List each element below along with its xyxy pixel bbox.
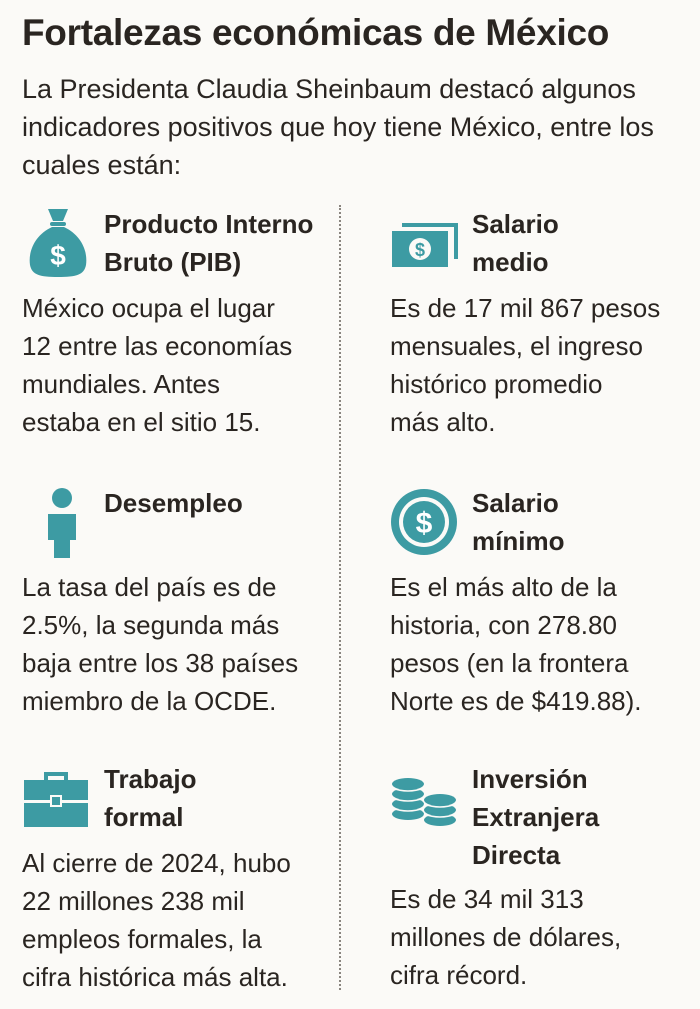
indicator-heading: Trabajo formal — [104, 764, 197, 832]
indicator-description: México ocupa el lugar 12 entre las econo… — [22, 293, 293, 437]
indicator-salario-minimo: $ Salario mínimo Es el más alto de la hi… — [390, 484, 690, 724]
banknote-icon: $ — [392, 223, 458, 267]
dollar-coin-icon: $ — [391, 489, 457, 555]
indicator-salario-medio: $ Salario medio Es de 17 mil 867 pesos m… — [390, 205, 690, 445]
indicator-heading: Producto Interno Bruto (PIB) — [104, 209, 314, 277]
indicator-description: Al cierre de 2024, hubo 22 millones 238 … — [22, 848, 291, 992]
svg-text:$: $ — [415, 240, 425, 260]
indicator-heading: Desempleo — [104, 488, 243, 518]
coin-stacks-icon — [391, 778, 457, 826]
svg-text:$: $ — [50, 240, 66, 271]
indicator-heading: Salario mínimo — [472, 488, 565, 556]
indicator-pib: $ Producto Interno Bruto (PIB) México oc… — [22, 205, 322, 445]
indicator-desempleo: Desempleo La tasa del país es de 2.5%, l… — [22, 484, 322, 724]
indicator-heading: Inversión Extranjera Directa — [472, 764, 600, 870]
page-subtitle: La Presidenta Claudia Sheinbaum destacó … — [22, 74, 654, 180]
indicator-inversion-extranjera: Inversión Extranjera Directa Es de 34 mi… — [390, 760, 690, 1000]
indicator-description: Es el más alto de la historia, con 278.8… — [390, 572, 642, 716]
briefcase-icon — [24, 772, 88, 827]
money-bag-icon: $ — [29, 209, 87, 277]
indicator-trabajo-formal: Trabajo formal Al cierre de 2024, hubo 2… — [22, 760, 322, 1000]
indicator-description: La tasa del país es de 2.5%, la segunda … — [22, 572, 299, 716]
indicator-description: Es de 34 mil 313 millones de dólares, ci… — [390, 884, 622, 990]
indicator-heading: Salario medio — [472, 209, 559, 277]
page-title: Fortalezas económicas de México — [22, 12, 610, 53]
indicator-description: Es de 17 mil 867 pesos mensuales, el ing… — [390, 293, 661, 437]
person-icon — [48, 488, 76, 558]
svg-text:$: $ — [416, 507, 433, 540]
column-divider — [339, 205, 341, 990]
